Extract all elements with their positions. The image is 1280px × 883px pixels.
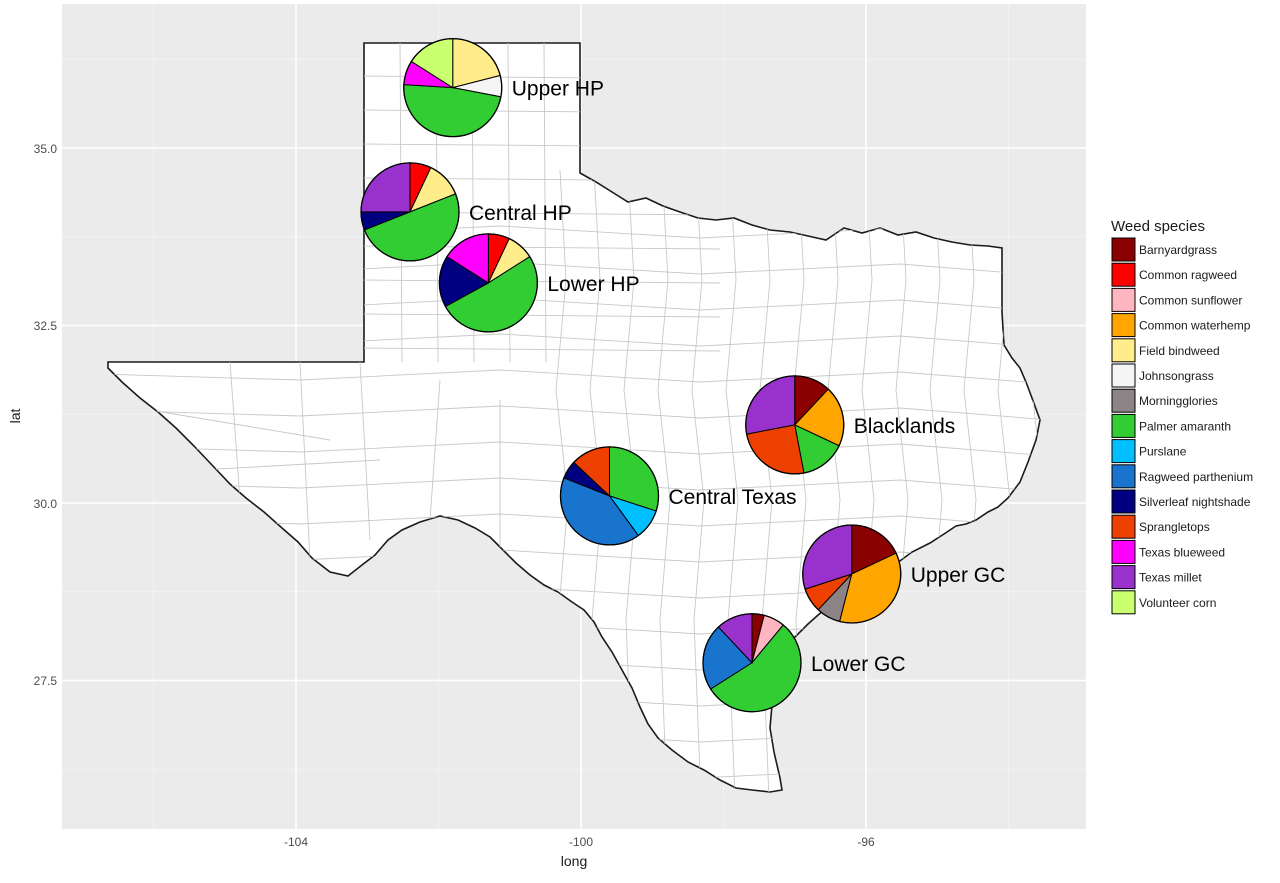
y-tick-label: 32.5 <box>34 319 58 333</box>
county-line <box>359 361 371 541</box>
county-line <box>691 169 705 792</box>
region-pie: Lower HP <box>438 233 640 333</box>
legend-swatch <box>1111 363 1136 388</box>
county-line <box>299 361 311 561</box>
pie-outline <box>559 446 660 546</box>
region-label: Lower GC <box>811 653 906 676</box>
region-label: Central Texas <box>669 486 797 509</box>
legend-swatch <box>1111 514 1136 539</box>
legend-swatch <box>1111 388 1136 413</box>
legend-swatch <box>1111 464 1136 489</box>
county-line <box>429 379 441 521</box>
region-pie: Blacklands <box>745 375 956 475</box>
pie-outline <box>745 375 845 475</box>
legend: Weed species Barnyardgrass Common ragweed… <box>1111 218 1253 615</box>
county-line <box>199 459 381 471</box>
region-pie: Central Texas <box>559 446 797 546</box>
legend-label: Barnyardgrass <box>1139 243 1217 257</box>
region-label: Lower HP <box>547 273 639 296</box>
legend-label: Texas blueweed <box>1139 545 1225 559</box>
county-line <box>149 409 331 441</box>
axes: -104 -100 -96 27.5 30.0 32.5 35.0 long l… <box>7 142 875 869</box>
pie-outline <box>403 38 503 138</box>
legend-swatch <box>1111 489 1136 514</box>
y-axis-title: lat <box>7 409 23 424</box>
region-pie: Upper GC <box>802 524 1006 624</box>
x-tick-label: -104 <box>284 835 308 849</box>
region-pie: Central HP <box>360 162 572 262</box>
county-line <box>363 347 721 352</box>
region-label: Upper GC <box>911 564 1006 587</box>
county-line <box>657 169 671 792</box>
legend-swatch <box>1111 287 1136 312</box>
legend-label: Morningglories <box>1139 394 1218 408</box>
x-tick-label: -96 <box>857 835 875 849</box>
county-line <box>363 279 721 284</box>
legend-swatch <box>1111 313 1136 338</box>
legend-swatch <box>1111 262 1136 287</box>
legend-label: Common waterhemp <box>1139 319 1251 333</box>
pie-outline <box>702 613 802 713</box>
legend-label: Silverleaf nightshade <box>1139 495 1251 509</box>
x-tick-label: -100 <box>569 835 593 849</box>
legend-swatch <box>1111 539 1136 564</box>
legend-label: Ragweed parthenium <box>1139 470 1253 484</box>
x-axis-title: long <box>561 853 587 869</box>
legend-label: Field bindweed <box>1139 344 1220 358</box>
legend-label: Purslane <box>1139 445 1187 459</box>
region-label: Blacklands <box>854 415 956 438</box>
county-line <box>229 361 241 501</box>
region-pie: Upper HP <box>403 38 604 138</box>
legend-title: Weed species <box>1111 218 1205 235</box>
legend-label: Johnsongrass <box>1139 369 1214 383</box>
legend-label: Volunteer corn <box>1139 596 1216 610</box>
county-line <box>108 369 1040 385</box>
county-line <box>623 169 637 792</box>
pie-outline <box>360 162 460 262</box>
region-label: Central HP <box>469 202 572 225</box>
county-line <box>363 313 721 318</box>
legend-swatch <box>1111 439 1136 464</box>
legend-swatch <box>1111 237 1136 262</box>
pie-charts: Upper HP Central HP Lower HP Blacklands Cent… <box>360 38 1006 713</box>
pie-outline <box>438 233 539 333</box>
legend-swatch <box>1111 590 1136 615</box>
legend-swatch <box>1111 413 1136 438</box>
legend-swatch <box>1111 565 1136 590</box>
pie-outline <box>802 524 902 624</box>
county-line <box>543 43 547 363</box>
y-tick-label: 35.0 <box>34 142 58 156</box>
legend-label: Sprangletops <box>1139 520 1210 534</box>
legend-label: Common ragweed <box>1139 268 1237 282</box>
region-pie: Lower GC <box>702 613 906 713</box>
county-line <box>108 405 1040 421</box>
region-label: Upper HP <box>512 78 604 101</box>
legend-swatch <box>1111 338 1136 363</box>
y-tick-label: 27.5 <box>34 674 58 688</box>
y-tick-label: 30.0 <box>34 497 58 511</box>
legend-label: Common sunflower <box>1139 293 1242 307</box>
legend-label: Palmer amaranth <box>1139 419 1231 433</box>
legend-label: Texas millet <box>1139 571 1202 585</box>
